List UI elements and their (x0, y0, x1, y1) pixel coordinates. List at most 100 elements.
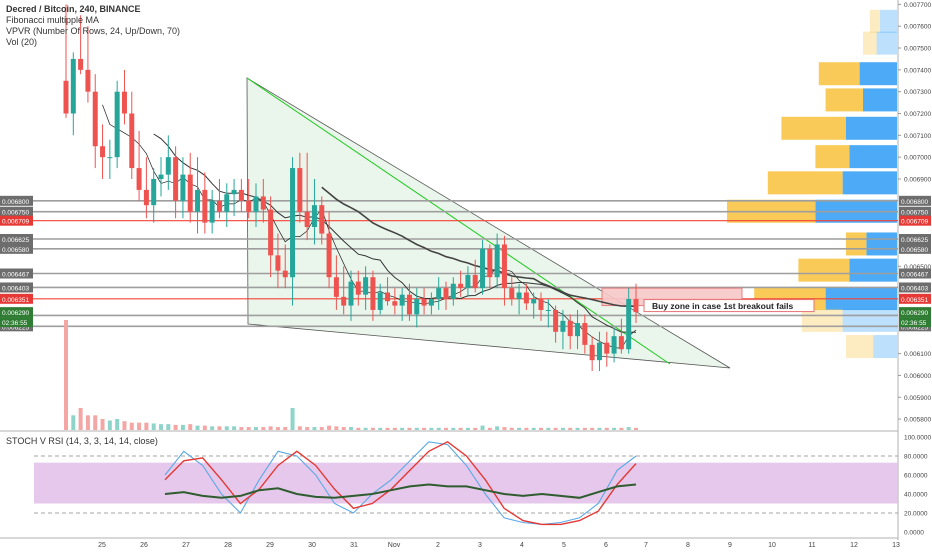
x-tick-label: 13 (892, 542, 900, 549)
moving-average-line (321, 186, 637, 308)
indicator-vpvr[interactable]: VPVR (Number Of Rows, 24, Up/Down, 70) (6, 26, 181, 36)
price-badge-left (0, 307, 33, 318)
candle-body (180, 174, 186, 201)
price-badge (899, 195, 931, 206)
candle-body (523, 292, 529, 304)
candle-body (319, 205, 325, 234)
price-badge-left-label: 0.006580 (2, 247, 29, 254)
candle-body (575, 323, 581, 337)
volume-bar (422, 427, 427, 430)
volume-bar (137, 422, 142, 430)
candle-body (428, 299, 434, 306)
candle-body (311, 205, 317, 228)
candle-body (553, 309, 559, 332)
candle-body (582, 323, 588, 345)
candle-body (253, 196, 259, 212)
volume-bar (246, 427, 251, 430)
stoch-y-tick: 100.0000 (904, 435, 931, 442)
volume-bar (378, 427, 383, 430)
volume-bar (180, 424, 185, 430)
symbol-title[interactable]: Decred / Bitcoin, 240, BINANCE (6, 4, 141, 14)
volume-bar (392, 427, 397, 430)
candle-body (158, 174, 164, 179)
volume-bar (312, 427, 317, 430)
price-badge-left-label: 0.006800 (2, 199, 29, 206)
volume-bar (327, 425, 332, 430)
volume-bar (634, 427, 638, 430)
volume-bar (195, 425, 200, 430)
candle-body (282, 270, 288, 278)
volume-bar (509, 427, 514, 430)
volume-profile-down (818, 62, 860, 86)
price-badge-left (0, 243, 33, 254)
stoch-y-tick: 0.0000 (904, 530, 924, 537)
annotation-text: Buy zone in case 1st breakout fails (652, 301, 794, 311)
volume-bar (122, 421, 127, 430)
candle-body (589, 344, 595, 361)
candle-body (538, 299, 544, 310)
y-tick-label: 0.007000 (904, 155, 931, 162)
y-tick-label: 0.007300 (904, 89, 931, 96)
indicator-fib-ma[interactable]: Fibonacci multipple MA (6, 15, 100, 25)
countdown-label: 02:36:55 (901, 320, 927, 327)
price-badge (899, 206, 931, 217)
y-tick-label: 0.007200 (904, 111, 931, 118)
volume-profile-down (825, 88, 863, 112)
price-badge (899, 234, 931, 245)
indicator-volume[interactable]: Vol (20) (6, 37, 38, 47)
volume-bar (71, 415, 76, 430)
volume-bar (414, 427, 419, 430)
chart-legend: Decred / Bitcoin, 240, BINANCE Fibonacci… (6, 4, 180, 48)
volume-bar (305, 427, 310, 430)
volume-bar (553, 427, 558, 430)
candle-body (63, 80, 69, 114)
candle-body (78, 58, 84, 70)
candle-body (487, 248, 493, 278)
volume-profile-up (849, 145, 897, 169)
volume-bar (232, 426, 237, 430)
volume-profile-down (801, 308, 843, 332)
x-tick-label: 8 (686, 542, 690, 549)
volume-bar (319, 427, 324, 430)
price-badge-left-label: 0.006225 (2, 324, 29, 331)
price-badge-left (0, 268, 33, 279)
candle-body (414, 299, 420, 315)
volume-bar (129, 422, 134, 430)
x-tick-label: 25 (98, 542, 106, 549)
volume-profile-down (815, 145, 850, 169)
price-badge-left-label: 0.006467 (2, 271, 29, 278)
candle-body (509, 288, 515, 300)
stoch-label[interactable]: STOCH V RSI (14, 3, 3, 14, 14, close) (6, 436, 158, 446)
price-badge-left-label: 0.006290 (2, 310, 29, 317)
candle-body (385, 292, 391, 302)
candle-body (443, 288, 449, 300)
y-tick-label: 0.007500 (904, 46, 931, 53)
price-badge-label: 0.006709 (901, 219, 928, 226)
candle-body (436, 288, 442, 300)
candle-body (297, 168, 303, 212)
price-badge (899, 268, 931, 279)
volume-bar (363, 427, 368, 430)
x-tick-label: Nov (388, 542, 401, 549)
volume-bar (465, 427, 470, 430)
candle-body (136, 168, 142, 190)
price-badge-left (0, 293, 33, 304)
price-badge-label: 0.006750 (901, 210, 928, 217)
volume-bar (100, 419, 105, 430)
x-tick-label: 29 (266, 542, 274, 549)
y-tick-label: 0.007600 (904, 24, 931, 31)
candle-body (355, 281, 361, 295)
volume-profile-down (863, 31, 877, 55)
candle-body (501, 244, 507, 289)
volume-bar (575, 427, 580, 430)
price-badge-label: 0.006580 (901, 247, 928, 254)
candle-body (216, 200, 222, 212)
y-tick-label: 0.006500 (904, 264, 931, 271)
candle-body (187, 174, 193, 212)
price-badge-left-label: 0.006351 (2, 297, 29, 304)
candle-body (633, 299, 639, 313)
candle-body (399, 294, 405, 306)
candle-body (304, 211, 310, 228)
countdown-left-label: 02:36:55 (2, 320, 28, 327)
volume-bar (451, 427, 456, 430)
